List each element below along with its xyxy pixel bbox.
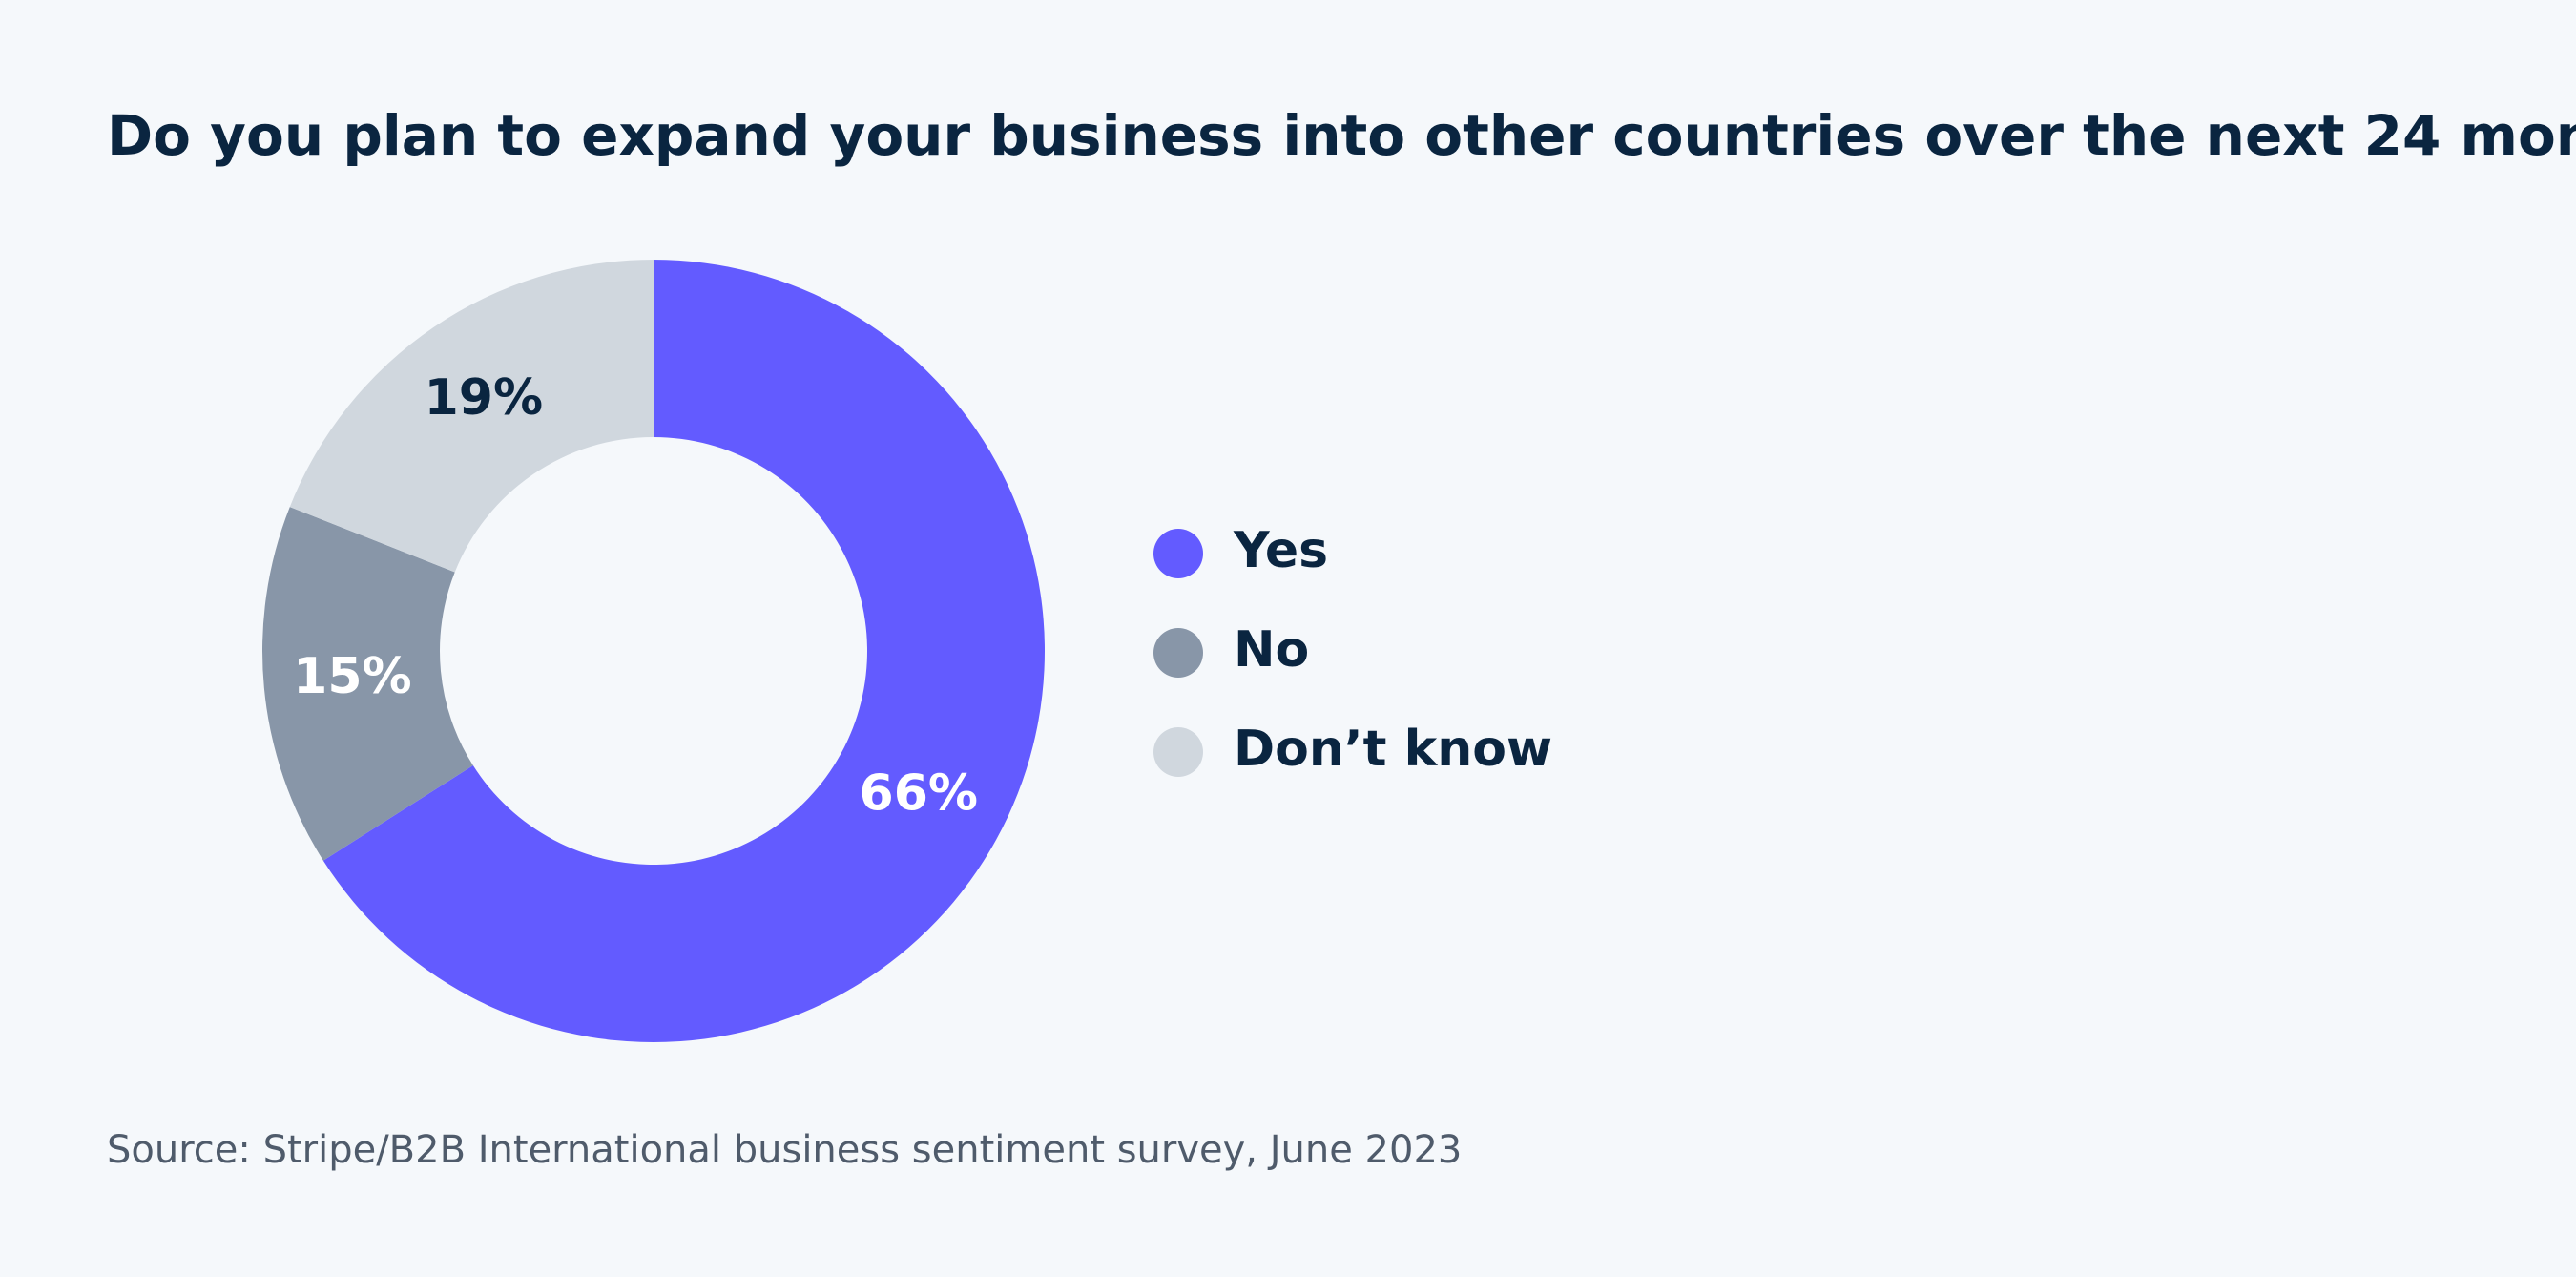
legend-label: No (1234, 621, 1309, 679)
chart-title: Do you plan to expand your business into… (107, 103, 2576, 168)
source-note: Source: Stripe/B2B International busines… (107, 1128, 1462, 1172)
value-label: 19% (425, 369, 543, 427)
legend-swatch (1153, 628, 1203, 678)
donut-segment (289, 260, 654, 573)
value-label: 66% (860, 765, 978, 823)
donut-segment (262, 507, 473, 861)
legend-swatch (1153, 529, 1203, 578)
legend-label: Don’t know (1234, 721, 1552, 778)
value-label: 15% (293, 648, 411, 705)
donut-segment (322, 260, 1045, 1043)
legend-label: Yes (1233, 522, 1328, 579)
legend-swatch (1153, 727, 1203, 777)
